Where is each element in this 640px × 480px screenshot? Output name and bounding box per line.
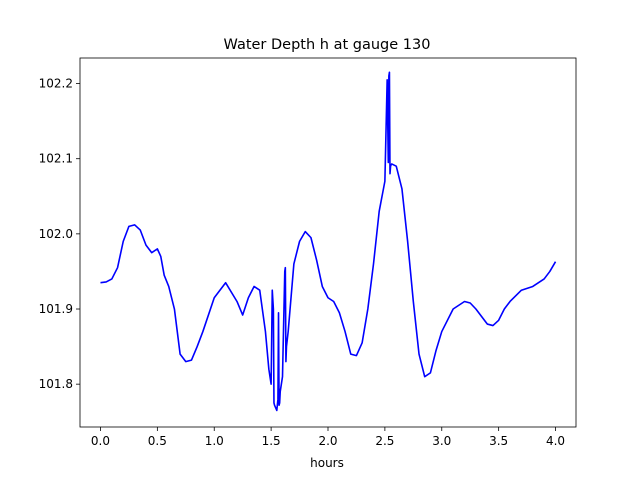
x-axis-label: hours bbox=[310, 456, 344, 470]
x-tick-label: 3.0 bbox=[432, 434, 451, 448]
x-tick-label: 0.0 bbox=[91, 434, 110, 448]
chart-title: Water Depth h at gauge 130 bbox=[224, 37, 431, 53]
x-tick-label: 2.5 bbox=[375, 434, 394, 448]
x-tick-label: 1.5 bbox=[262, 434, 281, 448]
plot-area: 0.0 0.5 1.0 1.5 2.0 2.5 3.0 3.5 4.0 101.8 101.9 102… bbox=[39, 57, 577, 448]
axes-frame bbox=[79, 57, 577, 428]
y-tick-label: 101.8 bbox=[39, 377, 73, 391]
x-tick-label: 3.5 bbox=[489, 434, 508, 448]
x-tick-label: 2.0 bbox=[318, 434, 337, 448]
series-line-0 bbox=[100, 71, 557, 412]
y-tick-label: 102.2 bbox=[39, 77, 73, 91]
y-tick-label: 101.9 bbox=[39, 302, 73, 316]
x-tick-label: 1.0 bbox=[205, 434, 224, 448]
y-tick-label: 102.0 bbox=[39, 227, 73, 241]
y-tick-label: 102.1 bbox=[39, 152, 73, 166]
x-tick-label: 0.5 bbox=[148, 434, 167, 448]
x-tick-label: 4.0 bbox=[546, 434, 565, 448]
